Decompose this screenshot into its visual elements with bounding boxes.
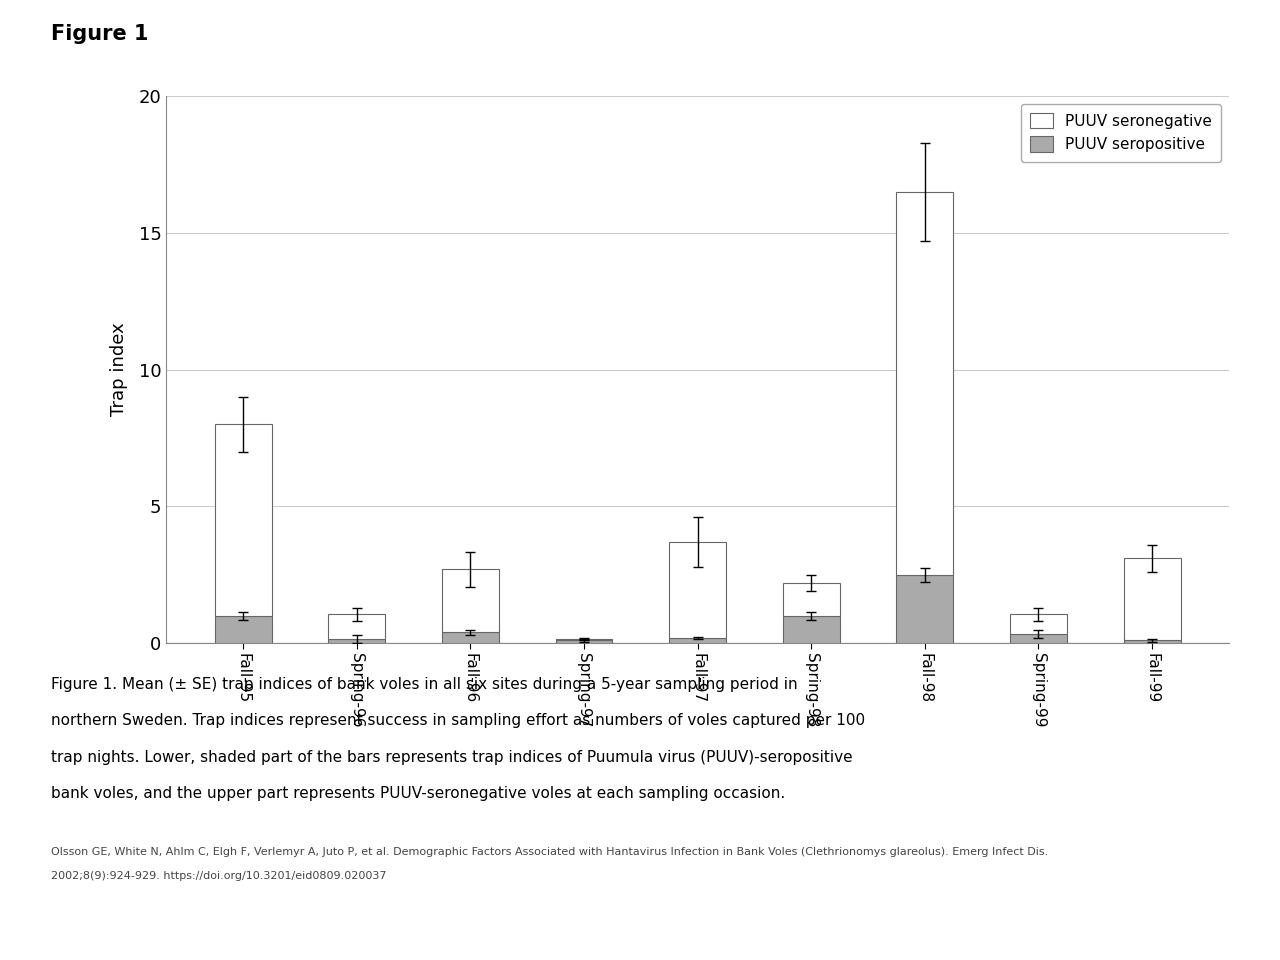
Bar <box>328 639 385 643</box>
Bar <box>442 569 499 633</box>
Text: Figure 1: Figure 1 <box>51 24 148 44</box>
Bar <box>442 633 499 643</box>
Text: northern Sweden. Trap indices represent success in sampling effort as numbers of: northern Sweden. Trap indices represent … <box>51 713 865 729</box>
Text: trap nights. Lower, shaded part of the bars represents trap indices of Puumula v: trap nights. Lower, shaded part of the b… <box>51 750 852 765</box>
Y-axis label: Trap index: Trap index <box>110 323 128 417</box>
Bar <box>215 424 271 616</box>
Bar <box>896 192 954 575</box>
Text: 2002;8(9):924-929. https://doi.org/10.3201/eid0809.020037: 2002;8(9):924-929. https://doi.org/10.32… <box>51 871 387 880</box>
Bar <box>783 616 840 643</box>
Bar <box>669 637 726 643</box>
Bar <box>1124 640 1180 643</box>
Text: Figure 1. Mean (± SE) trap indices of bank voles in all six sites during a 5-yea: Figure 1. Mean (± SE) trap indices of ba… <box>51 677 797 692</box>
Bar <box>1010 614 1068 634</box>
Bar <box>1010 634 1068 643</box>
Bar <box>896 575 954 643</box>
Legend: PUUV seronegative, PUUV seropositive: PUUV seronegative, PUUV seropositive <box>1021 104 1221 161</box>
Bar <box>669 542 726 637</box>
Bar <box>783 583 840 616</box>
Bar <box>556 639 612 640</box>
Text: bank voles, and the upper part represents PUUV-seronegative voles at each sampli: bank voles, and the upper part represent… <box>51 786 786 802</box>
Text: Olsson GE, White N, Ahlm C, Elgh F, Verlemyr A, Juto P, et al. Demographic Facto: Olsson GE, White N, Ahlm C, Elgh F, Verl… <box>51 847 1048 856</box>
Bar <box>556 640 612 643</box>
Bar <box>328 614 385 639</box>
Bar <box>215 616 271 643</box>
Bar <box>1124 559 1180 640</box>
